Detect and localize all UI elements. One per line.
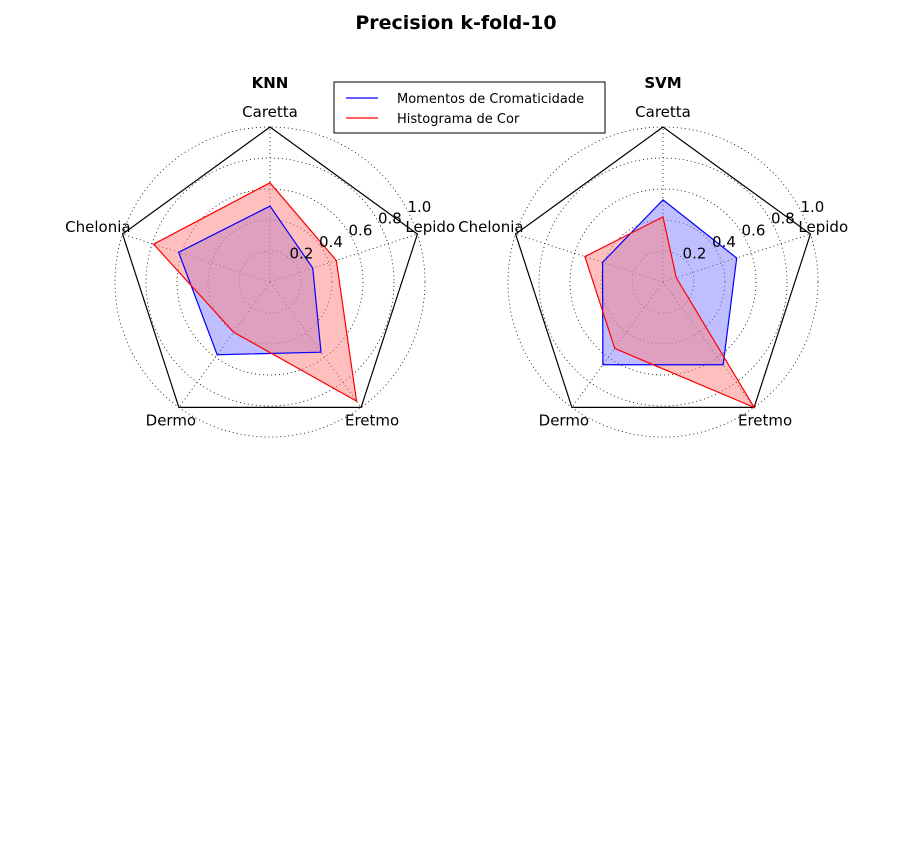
legend: Momentos de Cromaticidade Histograma de …: [333, 81, 606, 134]
series-line-0: [177, 205, 322, 356]
radar-frame: [514, 126, 812, 408]
radar-frame: [121, 126, 419, 408]
axis-label-dermo: Dermo: [539, 411, 589, 429]
axis-label-eretmo: Eretmo: [738, 411, 792, 429]
rtick-label: 0.4: [712, 233, 736, 251]
rtick-label: 0.4: [319, 233, 343, 251]
axis-label-caretta: Caretta: [635, 103, 691, 121]
grid-ring: [176, 188, 364, 376]
rtick-label: 0.8: [378, 210, 402, 228]
subplot-title-svm: SVM: [644, 74, 681, 92]
rtick-label: 0.6: [349, 221, 373, 239]
grid-ring: [114, 126, 426, 438]
chart-title: Precision k-fold-10: [355, 12, 557, 34]
legend-label-momentos: Momentos de Cromaticidade: [397, 92, 584, 107]
grid-ring: [569, 188, 757, 376]
axis-label-lepido: Lepido: [798, 218, 848, 236]
series-line-1: [584, 216, 756, 409]
legend-frame: [333, 81, 606, 134]
rtick-label: 0.2: [683, 244, 707, 262]
grid-ring: [507, 126, 819, 438]
rtick-label: 1.0: [407, 198, 431, 216]
radar-chart-svm: 0.2 0.4 0.6 0.8 1.0 Caretta Lepido Eretmo Dermo C…: [458, 74, 848, 438]
axis-label-chelonia: Chelonia: [458, 218, 523, 236]
charts-layer: 0.2 0.4 0.6 0.8 1.0 Caretta Lepido Eretmo Dermo C…: [65, 74, 848, 438]
series-line-1: [152, 182, 358, 403]
axis-label-dermo: Dermo: [146, 411, 196, 429]
legend-label-histograma: Histograma de Cor: [397, 112, 520, 127]
rtick-label: 1.0: [800, 198, 824, 216]
series-line-0: [601, 199, 738, 366]
rtick-label: 0.2: [290, 244, 314, 262]
rtick-label: 0.8: [771, 210, 795, 228]
axis-label-lepido: Lepido: [405, 218, 455, 236]
axis-label-eretmo: Eretmo: [345, 411, 399, 429]
series-area-1: [584, 216, 755, 408]
axis-label-chelonia: Chelonia: [65, 218, 130, 236]
radar-chart-knn: 0.2 0.4 0.6 0.8 1.0 Caretta Lepido Eretmo Dermo C…: [65, 74, 455, 438]
axis-label-caretta: Caretta: [242, 103, 298, 121]
rtick-label: 0.6: [742, 221, 766, 239]
subplot-title-knn: KNN: [252, 74, 289, 92]
series-area-1: [153, 182, 357, 402]
